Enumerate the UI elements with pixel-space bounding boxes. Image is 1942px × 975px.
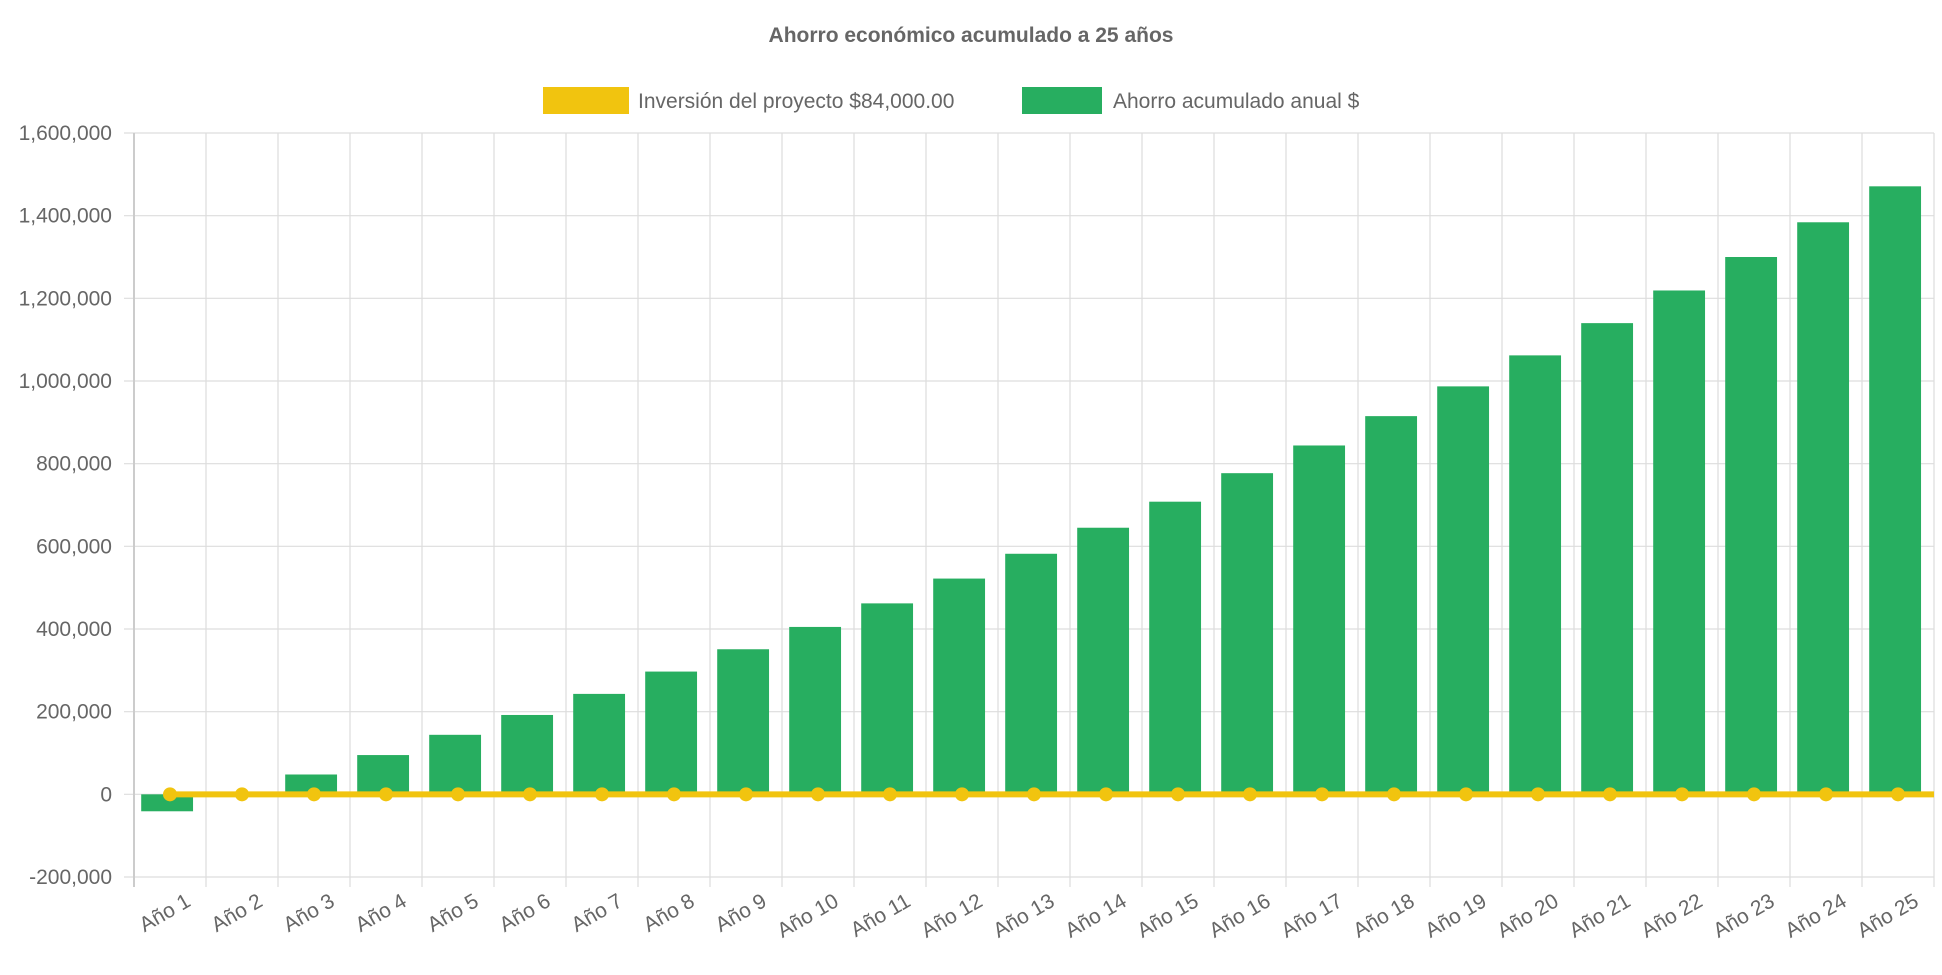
x-tick-label: Año 20 xyxy=(1493,889,1562,942)
bar-savings xyxy=(141,794,194,812)
point-investment xyxy=(1387,787,1401,802)
x-tick-label: Año 19 xyxy=(1421,889,1490,942)
x-axis: Año 1 Año 2 Año 3 Año 4 Año 5 Año 6 Año 7 Año 8… xyxy=(135,889,1922,942)
bar-savings xyxy=(1365,416,1418,795)
point-investment xyxy=(307,787,321,802)
x-tick-label: Año 16 xyxy=(1205,889,1274,942)
x-tick-label: Año 2 xyxy=(207,889,266,936)
x-tick-label: Año 13 xyxy=(989,889,1058,942)
x-tick-label: Año 21 xyxy=(1565,889,1634,942)
y-tick-label: 800,000 xyxy=(36,453,112,476)
y-tick-label: 1,600,000 xyxy=(19,122,112,145)
bar-savings xyxy=(429,734,482,795)
point-investment xyxy=(1243,787,1257,802)
x-tick-label: Año 17 xyxy=(1277,889,1346,942)
point-investment xyxy=(1099,787,1113,802)
point-investment xyxy=(235,787,249,802)
bar-savings xyxy=(1005,553,1058,795)
y-tick-label: 1,400,000 xyxy=(19,205,112,228)
x-tick-label: Año 6 xyxy=(495,889,554,936)
point-investment xyxy=(451,787,465,802)
point-investment xyxy=(1747,787,1761,802)
y-tick-label: 600,000 xyxy=(36,535,112,558)
legend-label-savings: Ahorro acumulado anual $ xyxy=(1113,90,1360,113)
bar-savings xyxy=(1149,501,1202,795)
legend-label-investment: Inversión del proyecto $84,000.00 xyxy=(638,90,954,113)
bars xyxy=(141,186,1922,812)
legend-item-savings[interactable]: Ahorro acumulado anual $ xyxy=(1022,87,1360,114)
x-tick-label: Año 5 xyxy=(423,889,482,936)
bar-savings xyxy=(1581,323,1634,795)
y-axis: -200,000 0 200,000 400,000 600,000 800,000 1,0… xyxy=(19,122,112,889)
legend-swatch-savings xyxy=(1022,87,1102,114)
bar-savings xyxy=(1509,355,1562,795)
bar-savings xyxy=(357,755,410,795)
bar-savings xyxy=(1293,445,1346,795)
point-investment xyxy=(955,787,969,802)
y-tick-label: 0 xyxy=(100,783,112,806)
point-investment xyxy=(811,787,825,802)
bar-savings xyxy=(789,626,842,795)
x-tick-label: Año 24 xyxy=(1781,889,1850,942)
bar-savings xyxy=(285,774,338,795)
point-investment xyxy=(1603,787,1617,802)
point-investment xyxy=(667,787,681,802)
bar-savings xyxy=(1077,527,1130,795)
point-investment xyxy=(1171,787,1185,802)
x-tick-label: Año 4 xyxy=(351,889,410,937)
point-investment xyxy=(1891,787,1905,802)
x-tick-label: Año 18 xyxy=(1349,889,1418,942)
x-tick-label: Año 23 xyxy=(1709,889,1778,942)
y-tick-label: 200,000 xyxy=(36,701,112,724)
point-investment xyxy=(1819,787,1833,802)
bar-savings xyxy=(573,693,626,795)
point-investment xyxy=(883,787,897,802)
bar-savings xyxy=(1869,186,1922,795)
bar-savings xyxy=(1437,386,1490,795)
line-series xyxy=(163,787,1934,802)
x-tick-label: Año 15 xyxy=(1133,889,1202,942)
point-investment xyxy=(1315,787,1329,802)
x-tick-label: Año 10 xyxy=(773,889,842,942)
point-investment xyxy=(1675,787,1689,802)
bar-savings xyxy=(933,578,986,795)
point-investment xyxy=(163,787,177,802)
x-tick-label: Año 25 xyxy=(1853,889,1922,942)
grid xyxy=(124,132,1935,887)
bar-savings xyxy=(717,649,770,795)
bar-savings xyxy=(1725,257,1778,795)
bar-savings xyxy=(1797,222,1850,795)
legend: Inversión del proyecto $84,000.00 Ahorro… xyxy=(543,87,1360,114)
x-tick-label: Año 1 xyxy=(135,889,194,936)
bar-savings xyxy=(645,671,698,795)
x-tick-label: Año 8 xyxy=(639,889,698,936)
chart-title: Ahorro económico acumulado a 25 años xyxy=(769,24,1174,47)
bar-savings xyxy=(861,603,914,795)
legend-item-investment[interactable]: Inversión del proyecto $84,000.00 xyxy=(543,87,954,114)
legend-swatch-investment xyxy=(543,87,629,114)
point-investment xyxy=(595,787,609,802)
bar-savings xyxy=(501,714,554,795)
point-investment xyxy=(1459,787,1473,802)
point-investment xyxy=(1531,787,1545,802)
x-tick-label: Año 11 xyxy=(847,889,915,941)
y-tick-label: 400,000 xyxy=(36,618,112,641)
bar-savings xyxy=(1653,290,1706,795)
bar-savings xyxy=(1221,473,1274,795)
y-tick-label: 1,000,000 xyxy=(19,370,112,393)
x-tick-label: Año 7 xyxy=(567,889,626,936)
x-tick-label: Año 9 xyxy=(711,889,770,936)
point-investment xyxy=(379,787,393,802)
x-tick-label: Año 14 xyxy=(1061,889,1130,942)
x-tick-label: Año 12 xyxy=(917,889,986,942)
x-tick-label: Año 3 xyxy=(279,889,338,936)
point-investment xyxy=(739,787,753,802)
y-tick-label: -200,000 xyxy=(29,866,112,889)
point-investment xyxy=(523,787,537,802)
point-investment xyxy=(1027,787,1041,802)
x-tick-label: Año 22 xyxy=(1637,889,1706,942)
y-tick-label: 1,200,000 xyxy=(19,287,112,310)
